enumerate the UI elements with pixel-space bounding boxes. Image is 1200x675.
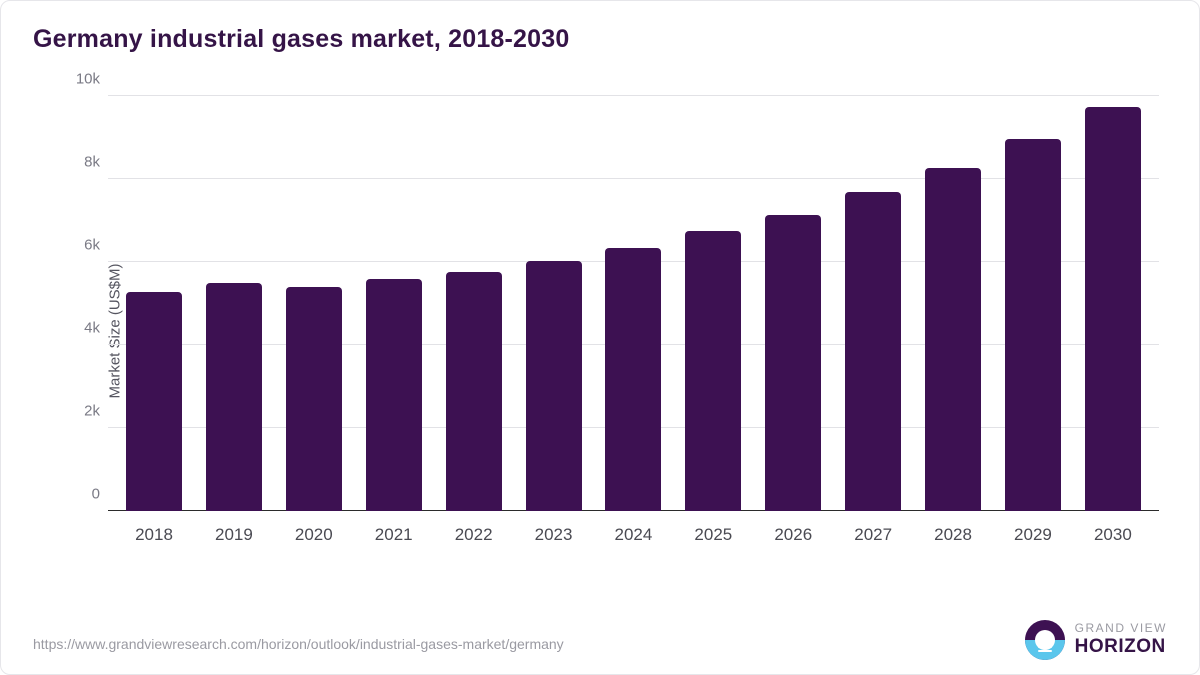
xlabel-2028: 2028 [934, 525, 972, 545]
brand-line1: GRAND VIEW [1075, 622, 1167, 636]
xlabel-2024: 2024 [615, 525, 653, 545]
ytick-8k: 8k [60, 154, 100, 171]
xlabel-2018: 2018 [135, 525, 173, 545]
bars-row: 2018 2019 2020 2021 2022 [108, 96, 1159, 511]
bar-2029[interactable] [1005, 139, 1061, 511]
bar-2028[interactable] [925, 168, 981, 511]
bar-col-2027[interactable]: 2027 [837, 96, 909, 511]
brand-text: GRAND VIEW HORIZON [1075, 622, 1167, 658]
bar-col-2025[interactable]: 2025 [677, 96, 749, 511]
bar-2030[interactable] [1085, 107, 1141, 511]
brand-logo: GRAND VIEW HORIZON [1025, 620, 1167, 660]
bar-col-2026[interactable]: 2026 [757, 96, 829, 511]
ytick-4k: 4k [60, 320, 100, 337]
chart-title: Germany industrial gases market, 2018-20… [33, 25, 569, 54]
bar-col-2028[interactable]: 2028 [917, 96, 989, 511]
bar-col-2021[interactable]: 2021 [358, 96, 430, 511]
source-url-text: https://www.grandviewresearch.com/horizo… [33, 636, 564, 652]
ytick-10k: 10k [60, 71, 100, 88]
ytick-2k: 2k [60, 403, 100, 420]
bar-col-2029[interactable]: 2029 [997, 96, 1069, 511]
bar-2026[interactable] [765, 215, 821, 511]
plot-region: 10k 8k 6k 4k 2k 0 2018 2019 [108, 96, 1159, 511]
xlabel-2027: 2027 [854, 525, 892, 545]
chart-card: Germany industrial gases market, 2018-20… [0, 0, 1200, 675]
bar-2021[interactable] [366, 279, 422, 511]
bar-2020[interactable] [286, 287, 342, 511]
ytick-0: 0 [60, 486, 100, 503]
bar-2018[interactable] [126, 292, 182, 511]
xlabel-2022: 2022 [455, 525, 493, 545]
brand-line2: HORIZON [1075, 636, 1167, 658]
xlabel-2023: 2023 [535, 525, 573, 545]
bar-2023[interactable] [526, 261, 582, 511]
bar-2025[interactable] [685, 231, 741, 511]
bar-2022[interactable] [446, 272, 502, 511]
ytick-6k: 6k [60, 237, 100, 254]
xlabel-2021: 2021 [375, 525, 413, 545]
xlabel-2030: 2030 [1094, 525, 1132, 545]
xlabel-2019: 2019 [215, 525, 253, 545]
xlabel-2026: 2026 [774, 525, 812, 545]
bar-2027[interactable] [845, 192, 901, 511]
bar-col-2024[interactable]: 2024 [597, 96, 669, 511]
bar-col-2018[interactable]: 2018 [118, 96, 190, 511]
bar-col-2023[interactable]: 2023 [518, 96, 590, 511]
chart-area: Market Size (US$M) 10k 8k 6k 4k 2k 0 201… [33, 96, 1169, 566]
bar-2024[interactable] [605, 248, 661, 511]
bar-col-2019[interactable]: 2019 [198, 96, 270, 511]
bar-col-2020[interactable]: 2020 [278, 96, 350, 511]
bar-col-2022[interactable]: 2022 [438, 96, 510, 511]
brand-icon [1025, 620, 1065, 660]
xlabel-2029: 2029 [1014, 525, 1052, 545]
bar-col-2030[interactable]: 2030 [1077, 96, 1149, 511]
xlabel-2020: 2020 [295, 525, 333, 545]
xlabel-2025: 2025 [694, 525, 732, 545]
bar-2019[interactable] [206, 283, 262, 511]
